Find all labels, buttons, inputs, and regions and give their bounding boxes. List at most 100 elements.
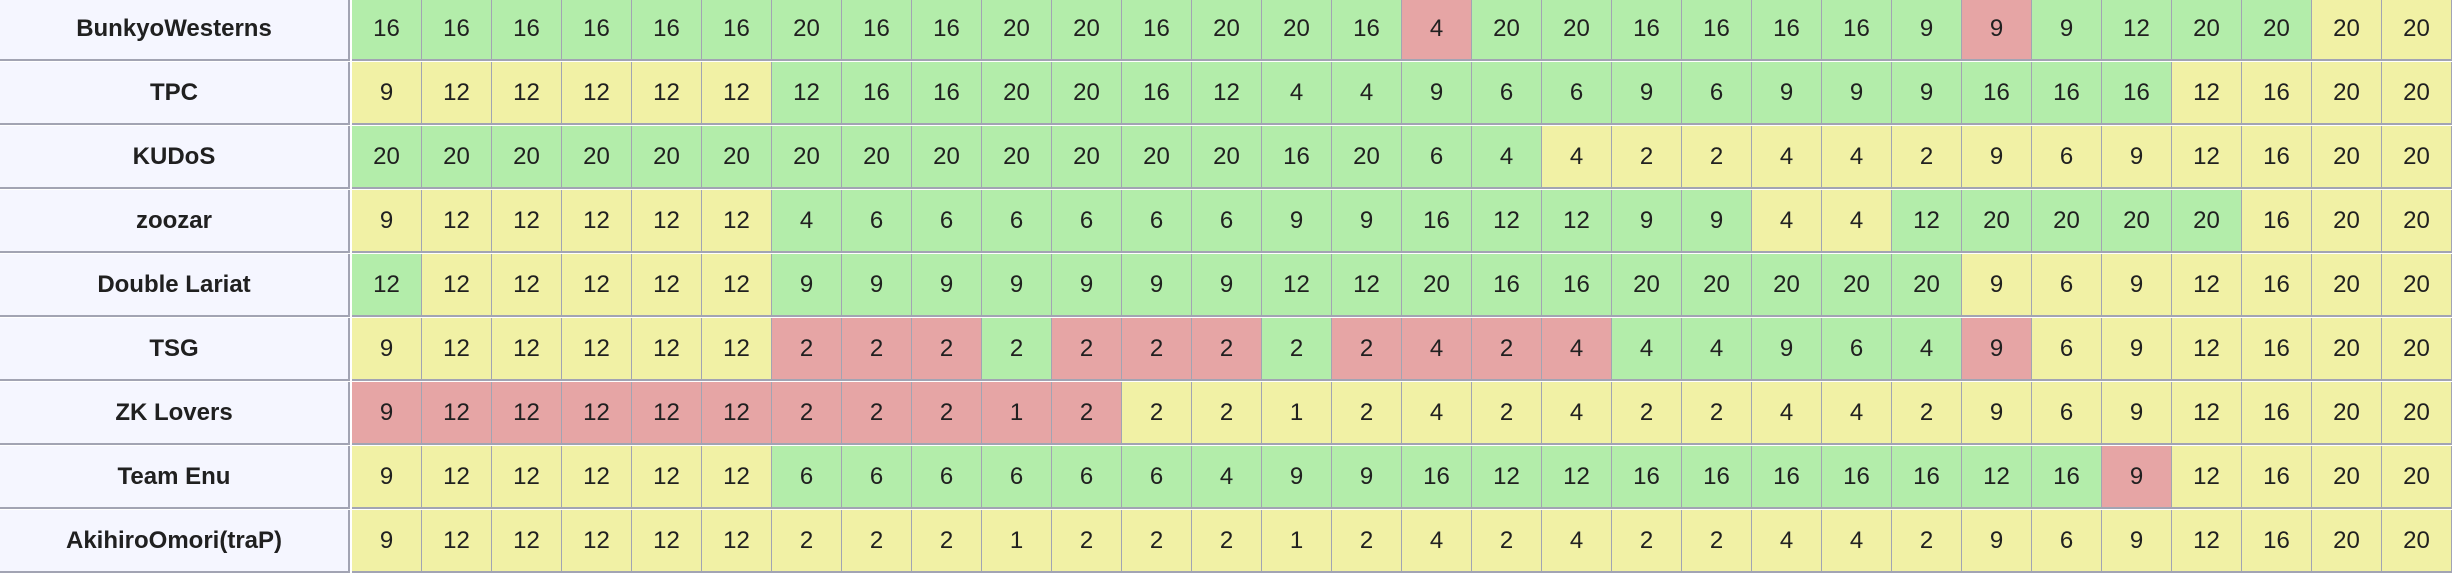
score-cell: 2 [1892, 382, 1962, 445]
score-cell: 2 [842, 510, 912, 573]
score-cell: 9 [352, 446, 422, 509]
score-cell: 2 [982, 318, 1052, 381]
score-cell: 20 [2032, 190, 2102, 253]
score-cell: 16 [702, 0, 772, 61]
score-cell: 6 [1542, 62, 1612, 125]
score-cell: 2 [1892, 510, 1962, 573]
score-cell: 20 [2312, 382, 2382, 445]
score-cell: 16 [1612, 0, 1682, 61]
score-cell: 2 [1682, 510, 1752, 573]
score-cell: 2 [1892, 126, 1962, 189]
score-cell: 16 [2242, 254, 2312, 317]
score-cell: 16 [2242, 382, 2312, 445]
score-cell: 2 [1262, 318, 1332, 381]
score-cell: 20 [1332, 126, 1402, 189]
score-cell: 16 [1542, 254, 1612, 317]
score-cell: 16 [1262, 126, 1332, 189]
score-cell: 20 [2312, 446, 2382, 509]
score-cell: 20 [982, 62, 1052, 125]
table-row: TPC 9 12 12 12 12 12 12 16 16 20 20 16 12 4 4 9 6 6 9 6 9 9 9 16… [0, 62, 2458, 125]
score-cell: 9 [2102, 318, 2172, 381]
score-cell: 20 [422, 126, 492, 189]
score-cell: 20 [1192, 0, 1262, 61]
score-cell: 1 [1262, 510, 1332, 573]
score-cell: 4 [1402, 318, 1472, 381]
score-cell: 2 [912, 510, 982, 573]
score-cell: 12 [702, 254, 772, 317]
score-cell: 12 [702, 190, 772, 253]
team-name-cell: TSG [0, 318, 350, 381]
score-cell: 12 [2172, 382, 2242, 445]
score-cell: 20 [2312, 254, 2382, 317]
score-cell: 20 [2382, 382, 2452, 445]
score-cell: 2 [1052, 318, 1122, 381]
team-name-cell: zoozar [0, 190, 350, 253]
score-cell: 12 [562, 382, 632, 445]
score-cell: 20 [2312, 190, 2382, 253]
score-cell: 20 [1822, 254, 1892, 317]
table-row: ZK Lovers 9 12 12 12 12 12 2 2 2 1 2 2 2 1 2 4 2 4 2 2 4 4 2 9 6 9… [0, 382, 2458, 445]
column-divider [350, 446, 352, 509]
score-cell: 6 [1682, 62, 1752, 125]
score-cell: 20 [1122, 126, 1192, 189]
score-cell: 16 [2032, 62, 2102, 125]
score-cell: 4 [1822, 382, 1892, 445]
score-cell: 20 [2312, 318, 2382, 381]
score-cell: 12 [1542, 446, 1612, 509]
score-cell: 2 [772, 382, 842, 445]
score-cell: 1 [982, 382, 1052, 445]
score-cell: 9 [982, 254, 1052, 317]
score-cell: 9 [772, 254, 842, 317]
score-cell: 20 [1052, 126, 1122, 189]
score-cell: 4 [772, 190, 842, 253]
score-cell: 9 [2102, 510, 2172, 573]
score-cell: 12 [562, 510, 632, 573]
score-cell: 2 [1682, 382, 1752, 445]
score-cell: 20 [772, 0, 842, 61]
score-cell: 2 [1472, 318, 1542, 381]
column-divider [350, 510, 352, 573]
score-cell: 16 [1752, 0, 1822, 61]
score-cell: 2 [1332, 510, 1402, 573]
score-cell: 2 [912, 382, 982, 445]
score-cell: 6 [982, 190, 1052, 253]
score-cell: 4 [1822, 190, 1892, 253]
team-name-cell: KUDoS [0, 126, 350, 189]
score-cell: 20 [1892, 254, 1962, 317]
score-cell: 20 [2172, 190, 2242, 253]
score-cell: 9 [352, 190, 422, 253]
score-cell: 12 [702, 318, 772, 381]
score-cell: 9 [1752, 62, 1822, 125]
score-cell: 12 [2172, 254, 2242, 317]
score-cell: 20 [702, 126, 772, 189]
score-cell: 12 [492, 382, 562, 445]
table-row: BunkyoWesterns 16 16 16 16 16 16 20 16 16 20 20 16 20… [0, 0, 2458, 61]
score-cell: 4 [1402, 382, 1472, 445]
score-cell: 9 [2102, 254, 2172, 317]
score-cell: 20 [2312, 126, 2382, 189]
table-row: Double Lariat 12 12 12 12 12 12 9 9 9 9 9 9 9 12 12 20 16… [0, 254, 2458, 317]
score-cell: 20 [2382, 0, 2452, 61]
score-cell: 20 [982, 0, 1052, 61]
score-cell: 9 [352, 62, 422, 125]
score-cell: 9 [1962, 126, 2032, 189]
score-cell: 2 [1122, 318, 1192, 381]
score-cell: 16 [2242, 62, 2312, 125]
score-cell: 2 [1612, 510, 1682, 573]
score-cell: 4 [1752, 382, 1822, 445]
score-cell: 6 [912, 190, 982, 253]
score-cell: 9 [2032, 0, 2102, 61]
score-cell: 20 [1542, 0, 1612, 61]
score-cell: 9 [1962, 0, 2032, 61]
score-cell: 9 [1612, 62, 1682, 125]
score-cell: 12 [2172, 510, 2242, 573]
score-cell: 9 [1892, 0, 1962, 61]
score-cell: 16 [1402, 190, 1472, 253]
score-cell: 12 [1542, 190, 1612, 253]
score-cell: 12 [632, 254, 702, 317]
score-cell: 9 [1962, 510, 2032, 573]
score-cell: 6 [1192, 190, 1262, 253]
score-cell: 9 [1262, 446, 1332, 509]
score-cell: 20 [2312, 0, 2382, 61]
score-cell: 20 [2382, 126, 2452, 189]
